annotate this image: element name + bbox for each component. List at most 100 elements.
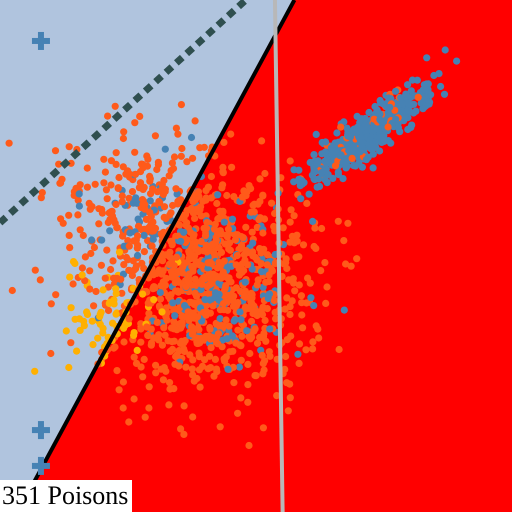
data-point	[172, 287, 180, 295]
data-point	[177, 237, 185, 245]
data-point	[244, 381, 252, 389]
data-point	[426, 98, 434, 106]
boundary-gray	[272, 0, 285, 512]
data-point	[265, 271, 273, 279]
data-point	[261, 316, 269, 325]
data-point	[108, 212, 117, 220]
data-point	[192, 238, 200, 246]
data-point	[259, 359, 267, 368]
data-point	[67, 304, 75, 312]
data-point	[144, 331, 152, 339]
data-point	[83, 183, 91, 191]
data-point	[292, 253, 300, 261]
data-point	[105, 299, 113, 307]
data-point	[139, 185, 147, 193]
data-point	[419, 86, 427, 94]
data-point	[223, 291, 231, 299]
data-point	[337, 123, 345, 131]
data-point	[230, 193, 238, 201]
data-point	[51, 147, 60, 155]
data-point	[202, 309, 211, 317]
data-point	[66, 273, 74, 281]
data-point	[244, 360, 252, 368]
data-point	[140, 264, 148, 272]
data-point	[253, 311, 261, 320]
data-point	[311, 224, 319, 232]
data-point	[198, 280, 206, 288]
data-point	[237, 316, 245, 324]
data-point	[184, 278, 192, 286]
data-point	[87, 249, 95, 258]
data-point	[259, 303, 267, 311]
data-point	[191, 117, 199, 125]
data-point	[217, 274, 225, 282]
data-point	[226, 348, 234, 356]
data-point	[36, 276, 44, 284]
data-point	[353, 255, 361, 263]
data-point	[83, 164, 91, 172]
data-point	[143, 323, 151, 331]
plus-marker	[31, 421, 50, 440]
data-point	[408, 76, 417, 84]
data-point	[153, 318, 161, 326]
data-point	[140, 248, 148, 256]
data-point	[115, 386, 123, 394]
data-point	[75, 190, 83, 198]
data-point	[113, 274, 121, 282]
data-point	[107, 265, 115, 274]
data-point	[397, 94, 405, 102]
data-point	[270, 296, 278, 305]
data-point	[81, 253, 89, 261]
data-point	[158, 341, 166, 349]
data-point	[340, 118, 348, 126]
data-point	[347, 262, 355, 270]
data-point	[188, 263, 196, 271]
data-point	[258, 351, 266, 359]
data-point	[176, 221, 184, 229]
data-point	[286, 310, 294, 319]
data-point	[111, 343, 119, 351]
data-point	[266, 325, 274, 333]
data-point	[386, 103, 394, 111]
data-point	[312, 244, 320, 252]
data-point	[298, 177, 306, 185]
data-point	[75, 202, 83, 210]
data-point	[149, 271, 157, 279]
data-point	[244, 398, 252, 406]
data-point	[297, 292, 305, 300]
data-point	[363, 124, 372, 133]
data-point	[207, 280, 215, 288]
data-point	[162, 274, 170, 283]
data-point	[180, 228, 188, 236]
data-point	[140, 355, 148, 363]
data-point	[291, 287, 299, 295]
data-point	[125, 418, 133, 426]
data-point	[237, 356, 245, 364]
data-point	[259, 229, 267, 237]
data-point	[290, 212, 298, 220]
data-point	[200, 143, 208, 151]
data-point	[190, 377, 198, 385]
data-point	[172, 185, 180, 193]
data-point	[134, 215, 142, 223]
data-point	[410, 100, 418, 108]
data-point	[310, 302, 318, 310]
data-point	[322, 138, 330, 146]
data-point	[279, 224, 287, 232]
data-point	[125, 194, 133, 202]
data-point	[181, 302, 189, 310]
data-point	[162, 367, 170, 375]
data-point	[219, 169, 227, 177]
data-point	[109, 257, 117, 265]
data-point	[197, 334, 205, 342]
plus-marker	[31, 456, 50, 475]
data-point	[112, 285, 120, 293]
data-point	[146, 197, 154, 205]
data-point	[118, 198, 126, 206]
data-point	[215, 290, 223, 298]
data-point	[166, 379, 174, 387]
data-point	[160, 203, 169, 211]
data-point	[205, 332, 213, 340]
data-point	[262, 278, 270, 286]
data-point	[268, 199, 276, 207]
